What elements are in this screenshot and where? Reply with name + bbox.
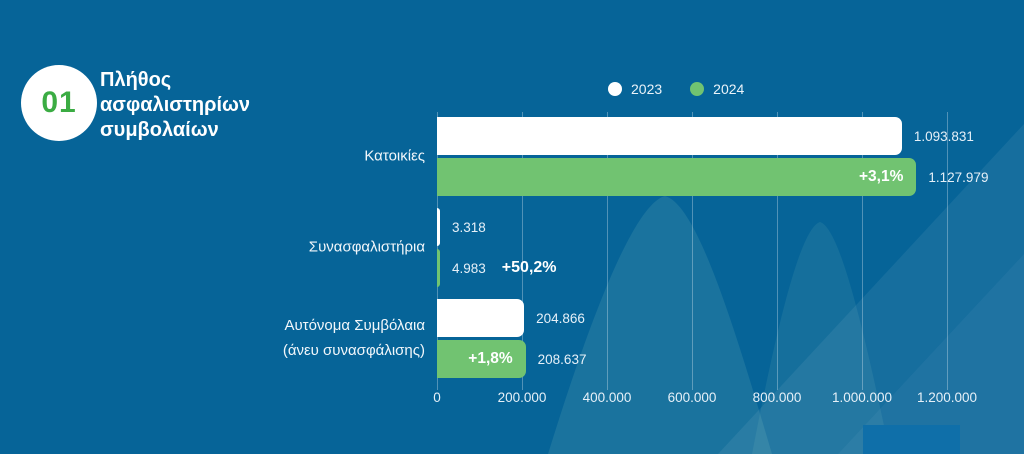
bar-synasfalistiria-2024 — [437, 249, 440, 287]
diagonal-band — [718, 124, 1024, 454]
x-tick-1200000: 1.200.000 — [916, 390, 978, 405]
value-label-synasfalistiria-2024: 4.983 — [452, 260, 486, 276]
gridline-400000 — [607, 112, 608, 390]
section-number: 01 — [41, 86, 77, 119]
bar-row-katoikies-2023: 1.093.831 — [437, 117, 974, 155]
value-label-katoikies-2023: 1.093.831 — [913, 128, 974, 144]
gridline-200000 — [522, 112, 523, 390]
value-label-katoikies-2024: 1.127.979 — [928, 169, 989, 185]
legend-label-2023: 2023 — [631, 81, 663, 97]
section-number-badge: 01 — [21, 65, 97, 141]
gridline-600000 — [692, 112, 693, 390]
legend-dot-2023 — [608, 82, 622, 96]
bar-katoikies-2023 — [437, 117, 902, 155]
bar-row-autonoma-2024: +1,8% 208.637 — [437, 340, 586, 378]
value-label-synasfalistiria-2023: 3.318 — [452, 219, 486, 235]
gridline-800000 — [777, 112, 778, 390]
change-label-autonoma: +1,8% — [468, 350, 513, 367]
x-tick-200000: 200.000 — [497, 390, 547, 405]
value-label-autonoma-2024: 208.637 — [537, 351, 587, 367]
legend-dot-2024 — [690, 82, 705, 96]
value-label-autonoma-2023: 204.866 — [536, 310, 585, 326]
corner-band — [838, 254, 1024, 454]
gridline-1200000 — [947, 112, 948, 390]
gridline-1000000 — [862, 112, 863, 390]
bar-row-katoikies-2024: +3,1% 1.127.979 — [437, 158, 988, 196]
bottom-right-rect — [863, 425, 960, 454]
bar-synasfalistiria-2023 — [437, 208, 440, 246]
x-tick-1000000: 1.000.000 — [831, 390, 893, 405]
category-label-synasfalistiria: Συνασφαλιστήρια — [308, 238, 425, 256]
bar-katoikies-2024: +3,1% — [437, 158, 917, 196]
legend-item-2024: 2024 — [690, 81, 744, 97]
change-label-synasfalistiria: +50,2% — [501, 259, 557, 276]
legend: 2023 2024 — [608, 81, 744, 97]
bar-row-synasfalistiria-2023: 3.318 — [437, 208, 486, 246]
legend-item-2023: 2023 — [608, 81, 662, 97]
bar-row-autonoma-2023: 204.866 — [437, 299, 585, 337]
x-tick-0: 0 — [433, 390, 441, 405]
category-label-katoikies: Κατοικίες — [364, 147, 425, 165]
legend-label-2024: 2024 — [713, 81, 745, 97]
bar-autonoma-2024: +1,8% — [437, 340, 526, 378]
mountain-shape-large — [548, 196, 772, 454]
bar-row-synasfalistiria-2024: 4.983 +50,2% — [437, 249, 557, 287]
bar-autonoma-2023 — [437, 299, 525, 337]
change-label-katoikies: +3,1% — [859, 168, 904, 185]
x-tick-600000: 600.000 — [667, 390, 717, 405]
mountain-shape-small — [752, 222, 890, 454]
x-tick-400000: 400.000 — [582, 390, 632, 405]
category-label-autonoma: Αυτόνομα Συμβόλαια (άνευ συνασφάλισης) — [282, 317, 425, 359]
chart-title: Πλήθος ασφαλιστηρίων συμβολαίων — [100, 69, 251, 141]
x-tick-800000: 800.000 — [752, 390, 802, 405]
